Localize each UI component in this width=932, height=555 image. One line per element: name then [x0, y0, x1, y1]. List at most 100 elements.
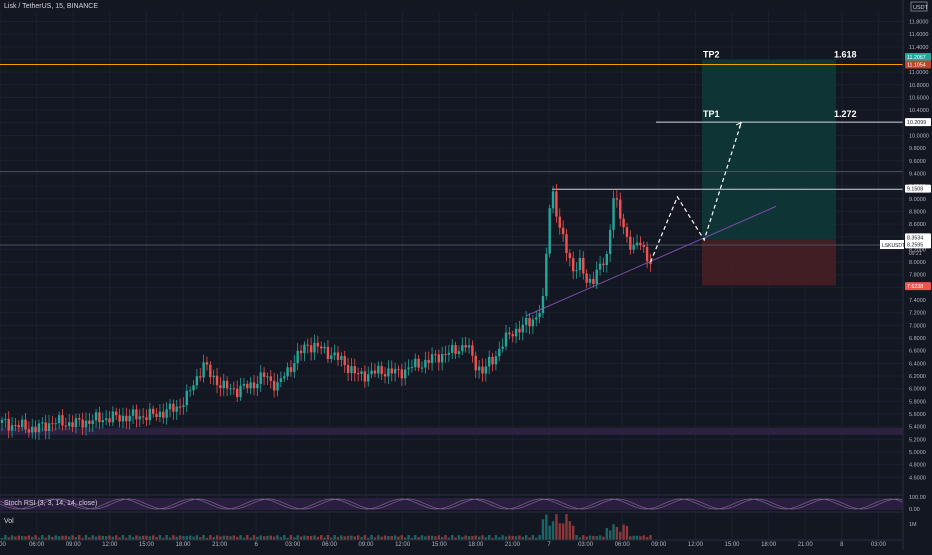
volume-bar — [393, 535, 397, 540]
volume-bar — [303, 535, 306, 540]
y-tick-label: 7.8000 — [909, 273, 926, 279]
candle-body — [309, 345, 313, 353]
countdown: 09:21 — [909, 251, 922, 257]
volume-bar — [521, 536, 524, 540]
volume-bar — [397, 536, 400, 540]
volume-bar — [242, 537, 246, 540]
candle-body — [192, 385, 195, 391]
candle-body — [387, 368, 390, 377]
candle-body — [14, 425, 17, 427]
price-label-box — [905, 282, 931, 291]
volume-bar — [20, 535, 24, 540]
volume-bar — [320, 535, 323, 540]
candle-body — [249, 382, 252, 389]
candle-body — [131, 409, 135, 416]
candle-body — [474, 355, 477, 371]
candle-body — [625, 227, 629, 237]
stoch-axis-top: 100.00 — [909, 495, 926, 501]
volume-bar — [222, 535, 225, 540]
candle-body — [461, 345, 464, 352]
support-band — [0, 427, 903, 435]
volume-bar — [202, 535, 205, 540]
x-tick-label: 03:00 — [285, 542, 301, 548]
candle-body — [629, 236, 632, 250]
x-tick-label: 6 — [255, 542, 259, 548]
profit-zone — [702, 59, 836, 240]
volume-bar — [131, 537, 135, 540]
volume-bar — [481, 535, 484, 540]
candle-body — [141, 416, 145, 418]
volume-bar — [588, 535, 592, 540]
volume-bar — [535, 537, 538, 540]
candle-body — [330, 355, 333, 360]
y-tick-label: 8.6000 — [909, 222, 926, 228]
volume-bar — [333, 535, 336, 540]
volume-bar — [272, 536, 276, 540]
candle-body — [259, 372, 262, 384]
volume-bar — [64, 535, 68, 540]
candle-body — [639, 242, 642, 246]
candle-body — [612, 198, 615, 230]
x-tick-label: 12:00 — [688, 542, 704, 548]
y-tick-label: 8.0000 — [909, 260, 926, 266]
volume-bar — [551, 521, 555, 540]
y-tick-label: 6.0000 — [909, 387, 926, 393]
volume-bar — [373, 537, 377, 540]
volume-bar — [101, 535, 104, 540]
candle-body — [17, 425, 20, 428]
candle-body — [393, 368, 397, 374]
x-tick-label: 12:00 — [395, 542, 411, 548]
chart-title: Lisk / TetherUS, 15, BINANCE — [4, 3, 99, 10]
volume-bar — [14, 536, 17, 540]
volume-bar — [578, 537, 582, 540]
candle-body — [242, 383, 246, 386]
y-tick-label: 11.0000 — [909, 70, 928, 76]
x-tick-label: 06:00 — [322, 542, 338, 548]
candle-body — [104, 418, 108, 421]
candle-body — [350, 366, 353, 373]
candle-body — [491, 356, 494, 365]
candle-body — [215, 375, 219, 386]
volume-bar — [464, 535, 467, 540]
volume-bar — [309, 536, 313, 540]
volume-bar — [51, 536, 54, 540]
volume-bar — [54, 535, 57, 540]
candle-body — [239, 385, 242, 398]
volume-bar — [128, 535, 131, 540]
y-tick-label: 4.8000 — [909, 463, 926, 469]
volume-bar — [430, 535, 434, 540]
x-tick-label: 06:00 — [615, 542, 631, 548]
candle-body — [511, 334, 514, 337]
candle-body — [572, 258, 575, 272]
candle-body — [212, 375, 215, 378]
volume-bar — [111, 536, 115, 540]
annotation-label: TP2 — [703, 49, 720, 59]
x-tick-label: 21:00 — [798, 542, 814, 548]
volume-bar — [17, 535, 20, 540]
volume-bar — [239, 535, 242, 540]
volume-bar — [34, 535, 37, 540]
x-tick-label: 09:00 — [358, 542, 374, 548]
candle-body — [68, 422, 71, 427]
candle-body — [108, 418, 111, 423]
candle-body — [649, 261, 652, 265]
candle-body — [262, 372, 266, 377]
volume-bar — [185, 535, 188, 540]
volume-bar — [135, 535, 138, 540]
loss-zone — [702, 239, 836, 286]
candle-body — [27, 429, 31, 433]
volume-bar — [232, 535, 236, 540]
volume-bar — [350, 535, 353, 540]
volume-bar — [407, 535, 410, 540]
candle-body — [508, 332, 511, 335]
volume-bar — [138, 536, 141, 540]
candle-body — [400, 369, 404, 379]
volume-bar — [47, 535, 51, 540]
volume-bar — [172, 535, 175, 540]
candle-body — [71, 422, 74, 428]
volume-bar — [635, 535, 639, 540]
y-tick-label: 6.6000 — [909, 349, 926, 355]
candle-body — [299, 350, 303, 354]
